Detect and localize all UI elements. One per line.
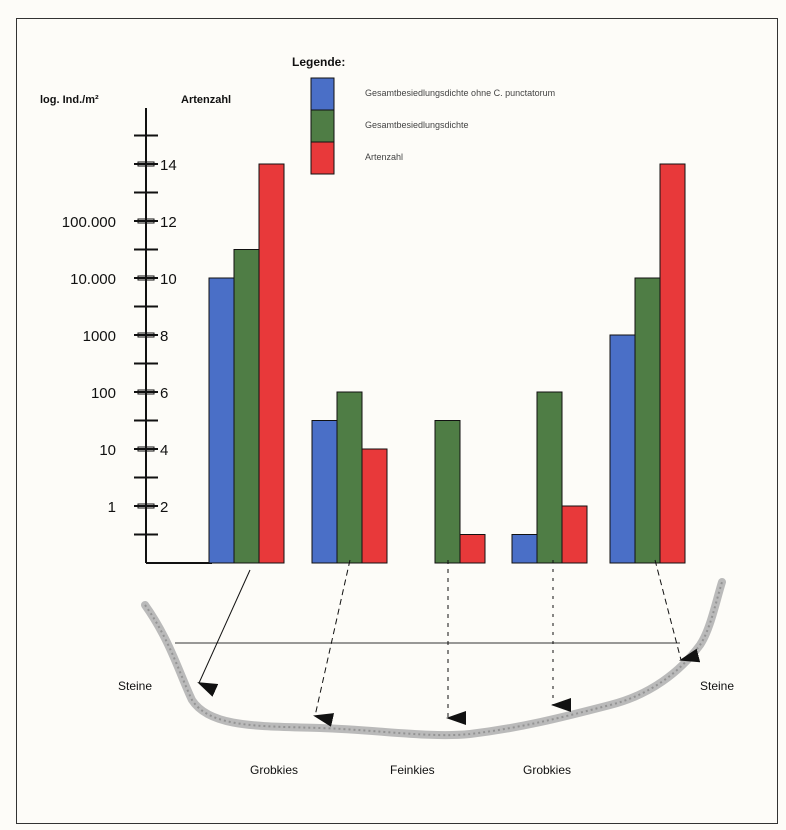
bar — [511, 534, 538, 564]
tick-label-artenzahl: 10 — [160, 271, 177, 288]
axes: 2 4 6 8 10 12 14 1 10 100 1000 10.000 100.000 — [62, 108, 212, 564]
bar — [258, 163, 285, 564]
tick-label-log-density: 10.000 — [70, 271, 116, 288]
tick-label-log-density: 100.000 — [62, 214, 116, 231]
tick-label-artenzahl: 12 — [160, 214, 177, 231]
figure-frame — [16, 18, 778, 824]
y-axis-tick-marker — [137, 275, 155, 281]
tick-label-artenzahl: 14 — [160, 157, 177, 174]
legend-label: Gesamtbesiedlungsdichte ohne C. punctato… — [365, 88, 555, 98]
legend-swatch — [310, 141, 335, 175]
bar — [311, 420, 338, 564]
y-axis-tick-marker — [137, 503, 155, 509]
bar — [336, 391, 363, 564]
y-axis-tick-marker — [137, 446, 155, 452]
tick-label-log-density: 100 — [91, 385, 116, 402]
legend-swatch — [310, 77, 335, 111]
streambed-outline — [141, 578, 726, 740]
arrow-steine-right — [654, 559, 701, 663]
tick-label-log-density: 1000 — [83, 328, 116, 345]
right-axis-title: Artenzahl — [181, 94, 231, 106]
y-axis-tick-marker — [137, 389, 155, 395]
bar — [434, 420, 461, 564]
label-grobkies-right: Grobkies — [523, 763, 571, 777]
legend-label: Artenzahl — [365, 152, 403, 162]
arrow-grobkies-left — [313, 559, 351, 727]
bar — [659, 163, 686, 564]
label-grobkies-left: Grobkies — [250, 763, 298, 777]
tick-label-artenzahl: 4 — [160, 442, 168, 459]
bar — [536, 391, 563, 564]
tick-label-artenzahl: 8 — [160, 328, 168, 345]
legend-swatch — [310, 109, 335, 143]
bar — [609, 334, 636, 564]
bar — [459, 534, 486, 564]
arrow-steine-left — [197, 569, 251, 697]
legend-label: Gesamtbesiedlungsdichte — [365, 120, 469, 130]
bar — [634, 277, 661, 564]
bar — [233, 249, 260, 564]
y-axis-tick-marker — [137, 161, 155, 167]
tick-label-artenzahl: 6 — [160, 385, 168, 402]
label-steine-left: Steine — [118, 679, 152, 693]
bars — [208, 163, 686, 564]
y-axis-tick-marker — [137, 218, 155, 224]
bar — [208, 277, 235, 564]
y-axis-tick-marker — [137, 332, 155, 338]
tick-label-log-density: 1 — [108, 499, 116, 516]
tick-label-log-density: 10 — [99, 442, 116, 459]
tick-label-artenzahl: 2 — [160, 499, 168, 516]
bar — [361, 448, 388, 564]
label-steine-right: Steine — [700, 679, 734, 693]
left-axis-title: log. Ind./m² — [40, 94, 99, 106]
legend-title: Legende: — [292, 55, 345, 69]
streambed-outline-texture — [144, 581, 723, 737]
label-feinkies: Feinkies — [390, 763, 435, 777]
bar — [561, 505, 588, 564]
legend: Gesamtbesiedlungsdichte ohne C. punctato… — [310, 77, 555, 175]
